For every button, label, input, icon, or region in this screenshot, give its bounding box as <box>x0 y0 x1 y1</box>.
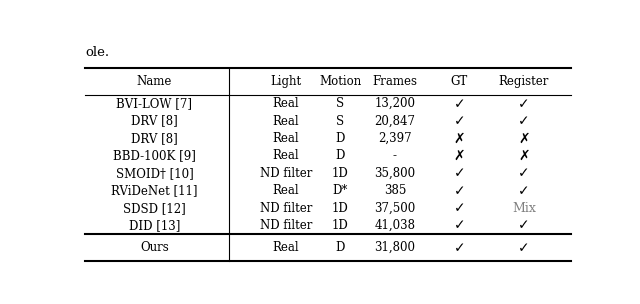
Text: 1D: 1D <box>332 219 349 232</box>
Text: Real: Real <box>273 97 299 110</box>
Text: SMOID† [10]: SMOID† [10] <box>116 167 193 180</box>
Text: 41,038: 41,038 <box>374 219 415 232</box>
Text: ✓: ✓ <box>454 114 465 128</box>
Text: Motion: Motion <box>319 75 362 88</box>
Text: 31,800: 31,800 <box>374 241 415 254</box>
Text: D: D <box>336 241 345 254</box>
Text: S: S <box>337 97 344 110</box>
Text: D*: D* <box>333 184 348 197</box>
Text: ND filter: ND filter <box>260 202 312 215</box>
Text: -: - <box>393 150 397 162</box>
Text: ✓: ✓ <box>518 219 530 233</box>
Text: 37,500: 37,500 <box>374 202 415 215</box>
Text: GT: GT <box>451 75 468 88</box>
Text: BVI-LOW [7]: BVI-LOW [7] <box>116 97 193 110</box>
Text: Light: Light <box>270 75 301 88</box>
Text: Mix: Mix <box>512 202 536 215</box>
Text: 385: 385 <box>384 184 406 197</box>
Text: Real: Real <box>273 115 299 128</box>
Text: Ours: Ours <box>140 241 169 254</box>
Text: 20,847: 20,847 <box>374 115 415 128</box>
Text: 2,397: 2,397 <box>378 132 412 145</box>
Text: Register: Register <box>499 75 549 88</box>
Text: BBD-100K [9]: BBD-100K [9] <box>113 150 196 162</box>
Text: Real: Real <box>273 132 299 145</box>
Text: ✗: ✗ <box>518 132 530 146</box>
Text: ✗: ✗ <box>454 149 465 163</box>
Text: ND filter: ND filter <box>260 219 312 232</box>
Text: D: D <box>336 150 345 162</box>
Text: 35,800: 35,800 <box>374 167 415 180</box>
Text: DID [13]: DID [13] <box>129 219 180 232</box>
Text: ND filter: ND filter <box>260 167 312 180</box>
Text: ole.: ole. <box>85 46 109 59</box>
Text: S: S <box>337 115 344 128</box>
Text: 1D: 1D <box>332 167 349 180</box>
Text: ✗: ✗ <box>454 132 465 146</box>
Text: SDSD [12]: SDSD [12] <box>123 202 186 215</box>
Text: ✓: ✓ <box>454 241 465 255</box>
Text: ✓: ✓ <box>518 97 530 111</box>
Text: Name: Name <box>137 75 172 88</box>
Text: ✓: ✓ <box>518 241 530 255</box>
Text: Real: Real <box>273 241 299 254</box>
Text: ✓: ✓ <box>518 114 530 128</box>
Text: Real: Real <box>273 184 299 197</box>
Text: ✓: ✓ <box>454 166 465 180</box>
Text: Real: Real <box>273 150 299 162</box>
Text: ✓: ✓ <box>454 219 465 233</box>
Text: Frames: Frames <box>372 75 417 88</box>
Text: RViDeNet [11]: RViDeNet [11] <box>111 184 198 197</box>
Text: ✓: ✓ <box>454 201 465 215</box>
Text: 13,200: 13,200 <box>374 97 415 110</box>
Text: ✓: ✓ <box>454 184 465 198</box>
Text: D: D <box>336 132 345 145</box>
Text: ✓: ✓ <box>518 166 530 180</box>
Text: ✓: ✓ <box>454 97 465 111</box>
Text: DRV [8]: DRV [8] <box>131 115 178 128</box>
Text: DRV [8]: DRV [8] <box>131 132 178 145</box>
Text: 1D: 1D <box>332 202 349 215</box>
Text: ✓: ✓ <box>518 184 530 198</box>
Text: ✗: ✗ <box>518 149 530 163</box>
